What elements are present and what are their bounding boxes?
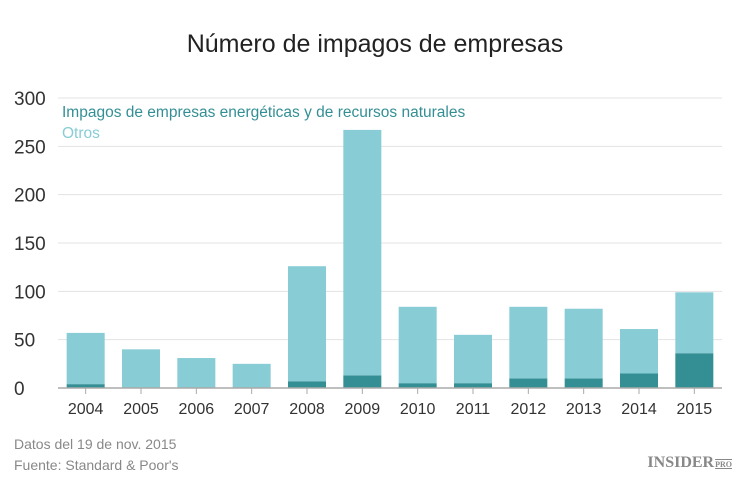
bar-energy (509, 378, 548, 388)
y-tick-label: 100 (14, 282, 46, 303)
bar-energy (288, 381, 326, 388)
y-tick-label: 200 (14, 186, 46, 207)
bar-otros (564, 308, 603, 379)
bar-otros (122, 349, 160, 388)
y-tick-label: 150 (14, 234, 46, 255)
y-tick-label: 300 (14, 89, 46, 110)
logo-main: INSIDER (647, 454, 715, 471)
bar-otros (288, 266, 326, 382)
x-tick-label: 2007 (234, 401, 270, 418)
bar-otros (509, 306, 548, 379)
legend-entry: Impagos de empresas energéticas y de rec… (62, 104, 465, 121)
x-tick-label: 2010 (400, 401, 436, 418)
bar-energy (675, 353, 714, 388)
bar-energy (66, 384, 105, 388)
legend-entry: Otros (62, 125, 100, 142)
x-tick-label: 2014 (621, 401, 657, 418)
insider-logo: INSIDERPRO (647, 454, 732, 472)
footer-source: Fuente: Standard & Poor's (14, 457, 179, 473)
x-tick-label: 2009 (345, 401, 381, 418)
bar-energy (620, 373, 658, 388)
bar-energy (343, 375, 382, 388)
x-tick-label: 2008 (289, 401, 325, 418)
bar-energy (564, 378, 603, 388)
bar-otros (177, 358, 216, 388)
x-tick-label: 2004 (68, 401, 104, 418)
x-tick-label: 2015 (677, 401, 713, 418)
x-tick-label: 2013 (566, 401, 602, 418)
logo-sub: PRO (715, 460, 732, 469)
bar-energy (454, 383, 492, 388)
bar-otros (232, 363, 271, 388)
x-tick-label: 2011 (456, 401, 491, 418)
bar-otros (620, 329, 658, 374)
footer-date: Datos del 19 de nov. 2015 (14, 436, 177, 452)
y-tick-label: 0 (14, 379, 25, 400)
bar-otros (675, 292, 714, 354)
chart-title: Número de impagos de empresas (186, 30, 564, 58)
bar-energy (398, 383, 437, 388)
bar-otros (66, 332, 105, 385)
x-tick-label: 2012 (511, 401, 547, 418)
y-tick-label: 250 (14, 137, 46, 158)
bar-otros (398, 306, 437, 384)
x-tick-label: 2006 (179, 401, 215, 418)
y-tick-label: 50 (14, 331, 35, 352)
bar-otros (454, 334, 492, 384)
x-tick-label: 2005 (123, 401, 159, 418)
bar-otros (343, 129, 382, 376)
